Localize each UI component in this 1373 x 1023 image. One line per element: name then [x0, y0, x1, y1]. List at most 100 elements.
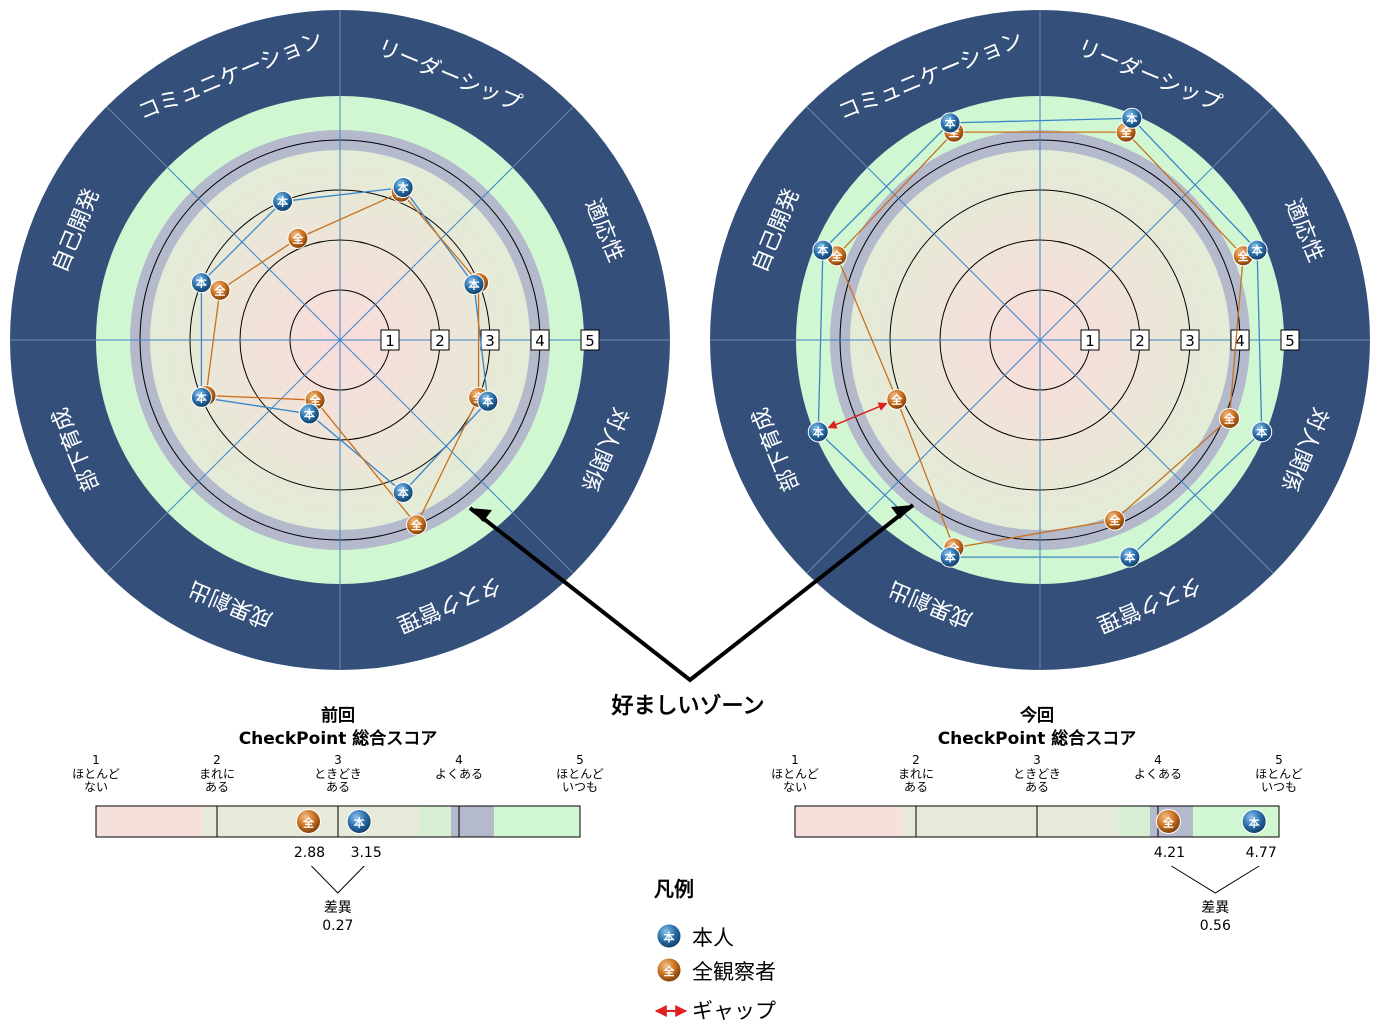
self-score-marker: 本	[1241, 809, 1267, 834]
ring-divider	[1212, 512, 1274, 574]
bar-tick-label: よくある	[1134, 767, 1182, 781]
scale-box	[430, 329, 450, 351]
self-score-marker-glyph: 本	[1249, 815, 1260, 829]
observers-score-marker: 全	[1155, 809, 1181, 834]
observers-point-ball	[406, 514, 428, 536]
axis-line	[167, 167, 341, 341]
preferred-zone-label: 好ましいゾーン	[611, 693, 765, 719]
observers-score-marker-glyph: 全	[1162, 815, 1175, 829]
diff-bracket	[311, 865, 365, 894]
legend-gap-label: ギャップ	[692, 999, 776, 1023]
self-score-marker-ball	[1241, 809, 1267, 834]
bar-tick-num: 3	[1033, 753, 1041, 767]
ring-divider	[806, 512, 868, 574]
observers-score-marker-glyph: 全	[302, 815, 315, 829]
self-point-glyph: 本	[304, 407, 315, 421]
legend-self: 本 本人	[656, 923, 734, 950]
self-point-ball	[1121, 107, 1143, 129]
self-point: 本	[190, 386, 212, 408]
scale-label: 1	[385, 332, 395, 350]
observers-score-value: 2.88	[294, 845, 325, 861]
bar-segment	[418, 806, 451, 837]
bar-tick-label: ほとんど	[771, 767, 819, 781]
self-point: 本	[190, 272, 212, 294]
self-point-ball	[807, 421, 829, 443]
scale-box	[1180, 329, 1200, 351]
bar-tick-num: 3	[334, 753, 342, 767]
bar-segment	[96, 806, 204, 837]
scale-label: 3	[1185, 332, 1195, 350]
bar-title-2: CheckPoint 総合スコア	[938, 728, 1137, 749]
self-point: 本	[272, 190, 294, 212]
observers-point-glyph: 全	[1237, 249, 1250, 263]
observers-point-glyph: 全	[309, 393, 322, 407]
observers-point: 全	[209, 279, 231, 301]
observers-point-glyph: 全	[830, 249, 843, 263]
self-point-ball	[190, 386, 212, 408]
bar-tick-label: まれに	[898, 767, 934, 781]
bar-tick-label: ある	[205, 780, 229, 794]
self-score-marker-glyph: 本	[354, 815, 365, 829]
self-score-value: 3.15	[351, 845, 382, 861]
self-point: 本	[1121, 107, 1143, 129]
self-point-ball	[190, 272, 212, 294]
legend-obs-ball-ball	[656, 957, 682, 983]
bar-tick-num: 1	[92, 753, 100, 767]
self-point-glyph: 本	[817, 243, 828, 257]
zone-arrowhead-left	[470, 508, 492, 522]
observers-point-glyph: 全	[213, 283, 226, 297]
self-point-glyph: 本	[1252, 243, 1263, 257]
self-point-ball	[939, 546, 961, 568]
scale-label: 2	[435, 332, 445, 350]
observers-point-glyph: 全	[890, 392, 903, 406]
observers-point-glyph: 全	[1120, 125, 1133, 139]
self-point: 本	[1251, 421, 1273, 443]
bar-title-1: 前回	[321, 705, 355, 726]
bar-tick-num: 4	[455, 753, 463, 767]
self-point-glyph: 本	[482, 394, 493, 408]
self-point-ball	[1119, 546, 1141, 568]
legend-gap: ギャップ	[654, 999, 776, 1023]
bar-segment	[493, 806, 580, 837]
bar-tick-num: 1	[791, 753, 799, 767]
legend-title: 凡例	[654, 877, 694, 901]
bar-tick-num: 2	[912, 753, 920, 767]
scale-label: 4	[535, 332, 545, 350]
observers-marker-icon: 全	[656, 957, 682, 983]
ring-divider	[512, 106, 574, 168]
bar-tick-label: ある	[326, 780, 350, 794]
observers-point: 全	[886, 388, 908, 410]
observers-point-glyph: 全	[410, 518, 423, 532]
observers-point-glyph: 全	[1223, 411, 1236, 425]
self-point: 本	[807, 421, 829, 443]
preferred-zone-arrows	[468, 503, 915, 683]
ring-divider	[106, 512, 168, 574]
scale-box	[580, 329, 600, 351]
self-score-marker-ball	[346, 809, 372, 834]
ring-divider	[106, 106, 168, 168]
axis-line	[339, 339, 513, 513]
scale-label: 2	[1135, 332, 1145, 350]
self-point-ball	[298, 403, 320, 425]
bar-tick-label: ほとんど	[1255, 767, 1303, 781]
scale-box	[1080, 329, 1100, 351]
self-point-glyph: 本	[1126, 111, 1137, 125]
scale-label: 1	[1085, 332, 1095, 350]
radar-chart-current: 1 2 3 4 5リーダーシップ適応性対人関係タスク管理成果創出部下育成自己開発コミュニ…	[710, 10, 1370, 670]
axis-line	[167, 339, 341, 513]
legend-observers-label: 全観察者	[692, 960, 776, 984]
observers-point-ball	[287, 227, 309, 249]
bar-tick-num: 2	[213, 753, 221, 767]
scale-label: 5	[1285, 332, 1295, 350]
self-point-ball	[1251, 421, 1273, 443]
self-point: 本	[1119, 546, 1141, 568]
scale-label: 3	[485, 332, 495, 350]
self-point-glyph: 本	[398, 485, 409, 499]
gap-arrow	[827, 402, 888, 429]
self-point-ball	[477, 390, 499, 412]
bar-tick-label: よくある	[435, 767, 483, 781]
legend-obs-ball-glyph: 全	[663, 964, 676, 978]
diff-label: 差異	[324, 900, 352, 916]
